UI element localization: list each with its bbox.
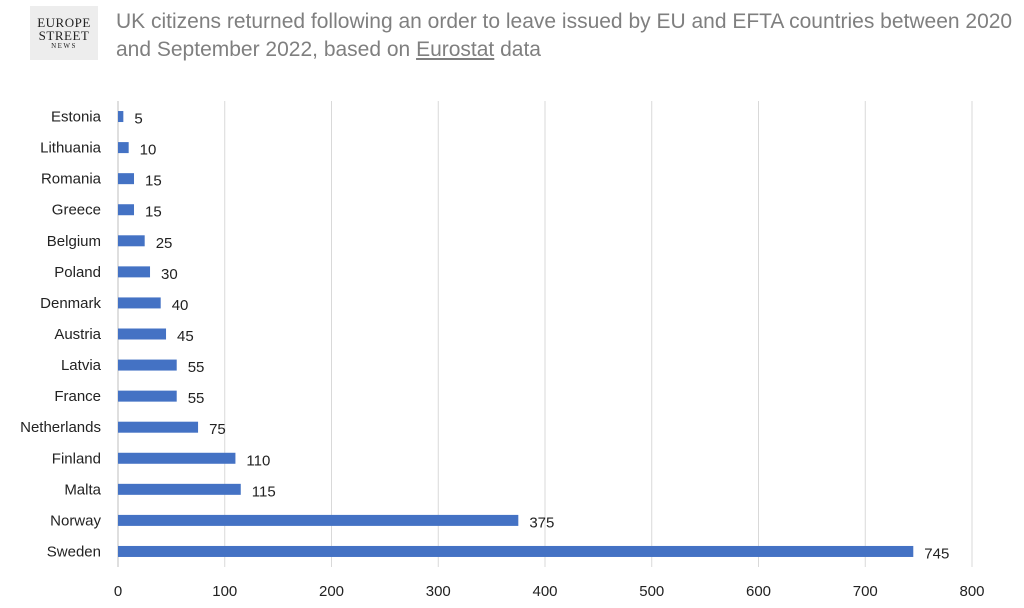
data-label: 25 <box>156 235 173 252</box>
x-tick-label: 200 <box>319 583 344 600</box>
bar <box>118 514 519 526</box>
data-label: 75 <box>209 421 226 438</box>
data-label: 30 <box>161 266 178 283</box>
category-label: Denmark <box>40 295 101 312</box>
x-tick-label: 700 <box>853 583 878 600</box>
data-label: 110 <box>246 452 270 469</box>
data-label: 5 <box>134 111 142 128</box>
bar <box>118 173 135 185</box>
data-label: 15 <box>145 204 162 221</box>
data-label: 115 <box>252 483 276 500</box>
bar <box>118 204 135 216</box>
europe-street-news-logo[interactable]: EUROPE STREET NEWS <box>30 6 98 60</box>
x-tick-label: 800 <box>959 583 984 600</box>
data-label: 40 <box>172 297 189 314</box>
category-label: Norway <box>50 512 101 529</box>
x-tick-label: 100 <box>212 583 237 600</box>
category-label: Latvia <box>61 357 102 374</box>
title-text-start: UK citizens returned following an order … <box>116 10 1013 61</box>
bar <box>118 452 236 464</box>
logo-line-street: STREET <box>38 27 90 43</box>
category-label: France <box>54 388 101 405</box>
category-label: Estonia <box>51 109 102 126</box>
bar <box>118 266 151 278</box>
bar <box>118 545 914 557</box>
bar <box>118 390 177 402</box>
data-label: 10 <box>140 142 157 159</box>
data-label: 745 <box>924 545 949 562</box>
chart-title: UK citizens returned following an order … <box>116 8 1016 64</box>
category-label: Finland <box>52 450 101 467</box>
bar <box>118 328 167 340</box>
x-tick-label: 600 <box>746 583 771 600</box>
category-label: Poland <box>54 264 101 281</box>
bar <box>118 142 129 154</box>
bar <box>118 483 241 495</box>
category-label: Malta <box>64 481 101 498</box>
x-tick-label: 500 <box>639 583 664 600</box>
data-label: 375 <box>529 514 554 531</box>
data-label: 55 <box>188 390 205 407</box>
category-label: Romania <box>41 171 102 188</box>
category-label: Greece <box>52 202 101 219</box>
data-label: 45 <box>177 328 194 345</box>
logo-line-news: NEWS <box>51 41 77 50</box>
bar <box>118 359 177 371</box>
bar <box>118 421 199 433</box>
x-tick-label: 0 <box>114 583 122 600</box>
x-tick-label: 300 <box>426 583 451 600</box>
category-label: Austria <box>54 326 101 343</box>
category-label: Lithuania <box>40 140 102 157</box>
x-tick-label: 400 <box>532 583 557 600</box>
logo-line-europe: EUROPE <box>37 14 91 30</box>
eurostat-link[interactable]: Eurostat <box>416 38 495 61</box>
category-label: Sweden <box>47 543 101 560</box>
category-label: Netherlands <box>20 419 101 436</box>
bar <box>118 235 145 247</box>
data-label: 55 <box>188 359 205 376</box>
title-text-end: data <box>494 38 541 61</box>
bar <box>118 297 161 309</box>
bar <box>118 111 124 123</box>
category-label: Belgium <box>47 233 101 250</box>
data-label: 15 <box>145 173 162 190</box>
